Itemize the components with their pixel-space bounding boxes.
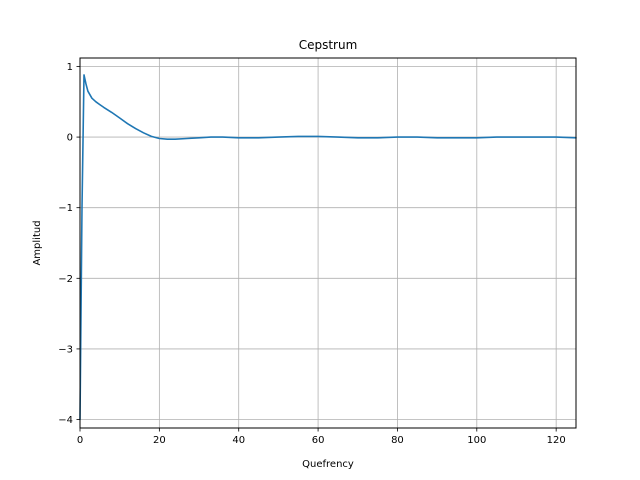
series-layer [79, 74, 577, 421]
x-tick-label: 80 [391, 435, 404, 446]
chart-title: Cepstrum [299, 38, 358, 52]
x-tick-label: 20 [153, 435, 166, 446]
x-tick-label: 100 [467, 435, 486, 446]
x-axis: 0 20 40 60 80 100 120 [77, 428, 566, 446]
plot-frame [79, 57, 577, 429]
y-tick-label: −3 [58, 344, 73, 355]
x-axis-label: Quefrency [302, 459, 354, 470]
x-tick-label: 120 [547, 435, 566, 446]
y-tick-label: 1 [67, 62, 73, 73]
x-tick-label: 0 [77, 435, 83, 446]
series-line [79, 74, 577, 421]
y-axis: −4 −3 −2 −1 0 1 [58, 62, 80, 426]
y-axis-label: Amplitud [32, 220, 43, 265]
y-tick-label: −4 [58, 415, 73, 426]
y-tick-label: 0 [67, 133, 73, 144]
x-tick-label: 60 [312, 435, 325, 446]
y-tick-label: −2 [58, 274, 73, 285]
y-tick-label: −1 [58, 203, 73, 214]
grid [79, 58, 576, 428]
x-tick-label: 40 [232, 435, 245, 446]
